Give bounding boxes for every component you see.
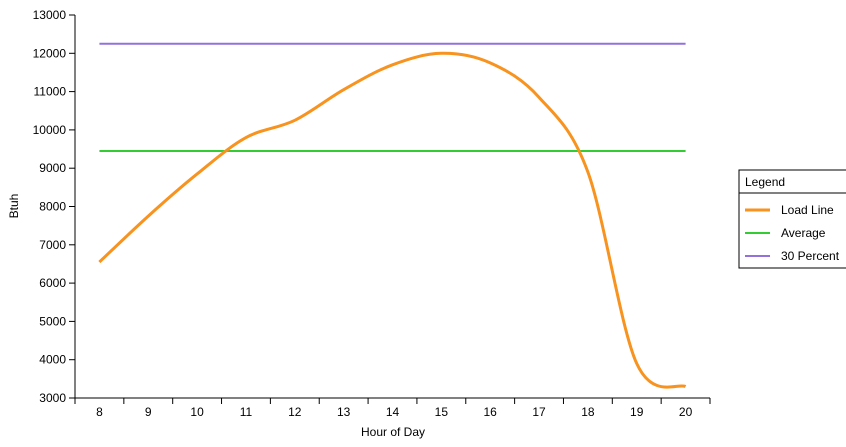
y-tick-label: 9000 [39,161,66,175]
series-line-load-line [98,51,687,389]
x-tick-label: 18 [581,405,595,419]
legend-items: Load Line Average 30 Percent [745,203,840,263]
y-tick-label: 10000 [33,123,67,137]
legend-title: Legend [745,175,785,189]
x-tick-label: 13 [337,405,351,419]
x-tick-label: 15 [435,405,449,419]
legend-box [738,169,846,269]
y-axis-title: Btuh [7,194,21,219]
y-tick-label: 4000 [39,353,66,367]
y-tick-label: 8000 [39,200,66,214]
x-tick-label: 11 [240,405,253,419]
y-tick-label: 13000 [33,8,67,22]
x-tick-label: 12 [288,405,302,419]
y-tick-label: 5000 [39,314,66,328]
legend-label-average: Average [781,226,826,240]
legend-label-load-line: Load Line [781,203,834,217]
x-tick-label: 8 [96,405,103,419]
x-tick-label: 17 [532,405,546,419]
y-tick-label: 3000 [39,391,66,405]
legend-label-30-percent: 30 Percent [781,249,840,263]
axes-layer: 3000 4000 5000 6000 7000 8000 9000 10000 11000 12… [33,8,711,419]
x-tick-label: 20 [679,405,693,419]
legend: Legend Load Line Average 30 Percent [738,169,846,269]
y-tick-label: 6000 [39,276,66,290]
x-tick-label: 19 [630,405,644,419]
x-tick-label: 9 [145,405,152,419]
x-axis-title: Hour of Day [361,425,425,439]
series-layer [98,42,687,389]
y-tick-label: 11000 [34,85,67,99]
x-tick-label: 10 [190,405,204,419]
y-tick-label: 7000 [39,238,66,252]
x-tick-label: 14 [386,405,400,419]
x-tick-label: 16 [484,405,498,419]
y-tick-label: 12000 [33,46,67,60]
